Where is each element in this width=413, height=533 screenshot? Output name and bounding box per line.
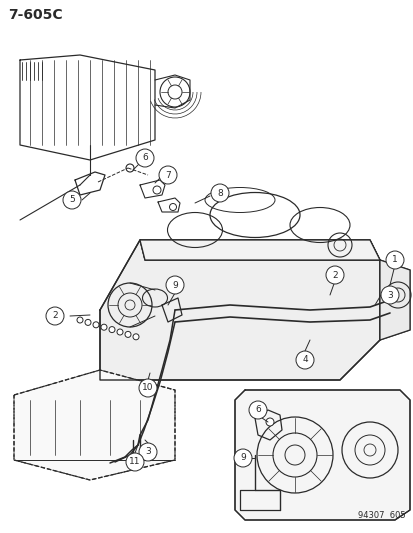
Circle shape: [126, 453, 144, 471]
Circle shape: [109, 327, 115, 333]
Text: 3: 3: [145, 448, 150, 456]
Text: 8: 8: [216, 189, 222, 198]
Circle shape: [211, 184, 228, 202]
Circle shape: [93, 322, 99, 328]
Circle shape: [46, 307, 64, 325]
Text: 6: 6: [142, 154, 147, 163]
Circle shape: [117, 329, 123, 335]
Circle shape: [139, 379, 157, 397]
Text: 7: 7: [165, 171, 171, 180]
Text: 6: 6: [254, 406, 260, 415]
Text: 94307  605: 94307 605: [358, 511, 405, 520]
Circle shape: [126, 164, 134, 172]
Text: 9: 9: [172, 280, 178, 289]
Text: 5: 5: [69, 196, 75, 205]
Circle shape: [248, 401, 266, 419]
Circle shape: [295, 351, 313, 369]
Text: 11: 11: [129, 457, 140, 466]
Polygon shape: [14, 370, 175, 480]
Text: 4: 4: [301, 356, 307, 365]
Text: 2: 2: [52, 311, 58, 320]
Polygon shape: [140, 240, 379, 260]
Circle shape: [233, 449, 252, 467]
Polygon shape: [379, 260, 409, 340]
Circle shape: [166, 276, 183, 294]
Text: 10: 10: [142, 384, 153, 392]
Circle shape: [77, 317, 83, 323]
Circle shape: [63, 191, 81, 209]
Polygon shape: [235, 390, 409, 520]
Circle shape: [266, 418, 273, 426]
Circle shape: [85, 319, 91, 326]
Circle shape: [325, 266, 343, 284]
Text: 9: 9: [240, 454, 245, 463]
Text: 3: 3: [386, 290, 392, 300]
Circle shape: [159, 166, 177, 184]
Text: 2: 2: [331, 271, 337, 279]
Circle shape: [125, 332, 131, 337]
Polygon shape: [100, 240, 379, 380]
Text: 7-605C: 7-605C: [8, 8, 62, 22]
Circle shape: [139, 443, 157, 461]
Circle shape: [153, 186, 161, 194]
Circle shape: [136, 149, 154, 167]
Circle shape: [380, 286, 398, 304]
Text: 1: 1: [391, 255, 397, 264]
Circle shape: [169, 204, 176, 211]
Circle shape: [101, 324, 107, 330]
Circle shape: [385, 251, 403, 269]
Circle shape: [133, 334, 139, 340]
